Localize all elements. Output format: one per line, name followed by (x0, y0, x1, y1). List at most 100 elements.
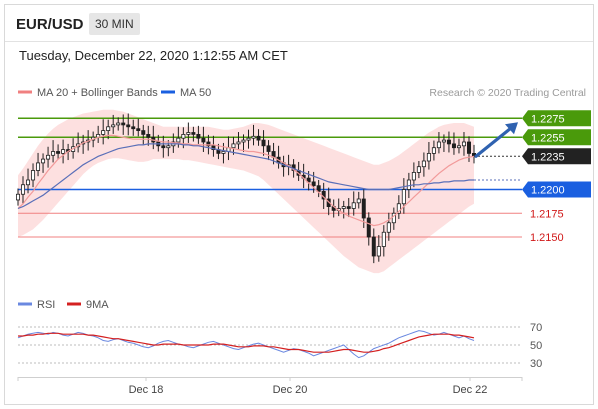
candle-body (451, 143, 456, 149)
candle-body (21, 184, 26, 195)
candle-body (206, 141, 211, 147)
candle-body (396, 203, 401, 214)
level-label-1.2255: 1.2255 (531, 132, 565, 144)
candle-body (46, 154, 51, 160)
candle-body (361, 198, 366, 219)
candle-body (441, 139, 446, 143)
candle-body (406, 179, 411, 190)
candle-body (15, 193, 20, 201)
candle-body (166, 145, 171, 149)
level-label-1.2275: 1.2275 (531, 113, 565, 125)
candle-body (436, 141, 441, 149)
candle-body (401, 189, 406, 205)
candle-body (386, 222, 391, 233)
ma50-legend-label: MA 50 (180, 87, 211, 99)
candle-body (246, 137, 251, 141)
level-box-1.2255 (522, 129, 591, 146)
candle-body (346, 206, 351, 209)
moving-averages (17, 134, 475, 227)
candle-body (421, 160, 426, 168)
candle-body (176, 137, 181, 143)
candle-body (411, 171, 416, 181)
ma20-line (17, 134, 475, 227)
candle-body (196, 133, 201, 139)
chart-datetime: Tuesday, December 22, 2020 1:12:55 AM CE… (19, 48, 288, 63)
candle-body (191, 132, 196, 135)
candle-body (56, 151, 61, 154)
ma50-line (17, 143, 474, 210)
candle-body (236, 141, 241, 145)
candle-body (136, 128, 141, 131)
ma50-legend-swatch (161, 90, 175, 94)
x-tick-label: Dec 18 (129, 384, 164, 396)
candle-body (131, 126, 136, 130)
level-box-1.2235 (522, 148, 591, 165)
candle-body (341, 206, 346, 209)
rsi-ma-line (18, 332, 475, 353)
candle-body (446, 139, 451, 145)
level-box-1.2200 (522, 181, 591, 198)
rsi-legend-label: RSI (37, 299, 55, 311)
candle-body (381, 231, 386, 247)
candle-body (26, 179, 31, 186)
candle-body (186, 132, 191, 135)
candle-body (201, 137, 206, 143)
arrow-shaft (474, 125, 514, 158)
candle-body (181, 133, 186, 139)
candle-body (461, 141, 466, 147)
candle-body (466, 141, 471, 154)
timeframe-badge[interactable]: 30 MIN (89, 13, 140, 35)
candle-body (106, 126, 111, 132)
candle-body (316, 185, 321, 192)
candle-body (41, 158, 46, 164)
level-label-1.2200: 1.2200 (531, 185, 565, 197)
research-credit: Research © 2020 Trading Central (429, 87, 586, 99)
bollinger-band-area (18, 109, 474, 274)
candle-body (51, 151, 56, 156)
rsi-legend-swatch (18, 302, 32, 306)
symbol-label: EUR/USD (16, 16, 84, 33)
x-tick-label: Dec 22 (453, 384, 488, 396)
rsi-level-label-30: 30 (530, 358, 542, 370)
candle-body (356, 198, 361, 204)
ma20-legend-swatch (18, 90, 32, 94)
level-label-1.2235: 1.2235 (531, 151, 565, 163)
candle-body (36, 162, 41, 171)
rsi-ma-legend-label: 9MA (86, 299, 109, 311)
candle-body (241, 139, 246, 143)
candle-body (211, 145, 216, 151)
candle-body (256, 135, 261, 141)
candle-body (366, 217, 371, 238)
candle-body (116, 122, 121, 126)
candle-body (141, 130, 146, 135)
candle-body (456, 145, 461, 149)
candle-body (306, 177, 311, 183)
candle-body (311, 181, 316, 187)
rsi-ma-legend-swatch (67, 302, 81, 306)
candle-body (261, 139, 266, 147)
x-axis-ticks: Dec 18 Dec 20 Dec 22 (17, 377, 523, 396)
chart-header: EUR/USD 30 MIN (5, 5, 593, 42)
ma20-legend-label: MA 20 + Bollinger Bands (37, 87, 158, 99)
candle-body (221, 151, 226, 154)
arrow-head (505, 122, 518, 135)
rsi-level-label-70: 70 (530, 322, 542, 334)
chart-widget: EUR/USD 30 MIN Tuesday, December 22, 202… (4, 4, 594, 405)
candle-body (431, 147, 436, 154)
candle-body (31, 170, 36, 181)
candle-body (231, 143, 236, 149)
candle-body (61, 149, 66, 154)
candle-body (121, 122, 126, 126)
level-box-1.2275 (522, 110, 591, 127)
candle-body (111, 124, 116, 128)
candle-body (376, 246, 381, 257)
level-label-1.2150: 1.2150 (530, 232, 564, 244)
candles (15, 113, 476, 264)
candle-body (101, 130, 106, 135)
candle-body (251, 135, 256, 139)
candle-body (416, 166, 421, 173)
rsi-panel: 70 50 30 (17, 322, 542, 370)
candle-body (351, 202, 356, 209)
x-tick-label: Dec 20 (273, 384, 308, 396)
